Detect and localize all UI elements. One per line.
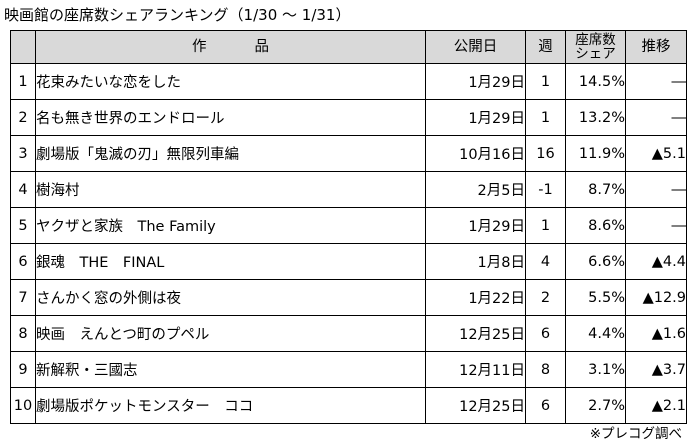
header-title-label: 作品	[192, 39, 317, 55]
week-cell: -1	[525, 171, 566, 208]
release-date-cell: 1月29日	[425, 99, 526, 136]
share-cell: 13.2%	[565, 99, 626, 136]
movie-title-cell: 名も無き世界のエンドロール	[35, 99, 426, 136]
movie-title-cell: 劇場版ポケットモンスター ココ	[35, 387, 426, 424]
movie-title-cell: 銀魂 THE FINAL	[35, 243, 426, 280]
trend-cell: ▲3.7	[625, 351, 687, 388]
week-cell: 2	[525, 279, 566, 316]
movie-title-cell: ヤクザと家族 The Family	[35, 207, 426, 244]
share-cell: 8.7%	[565, 171, 626, 208]
release-date-cell: 10月16日	[425, 135, 526, 172]
week-cell: 1	[525, 207, 566, 244]
share-cell: 11.9%	[565, 135, 626, 172]
trend-cell: ―	[625, 207, 687, 244]
table-row: 4 樹海村 2月5日 -1 8.7% ―	[10, 171, 687, 208]
week-cell: 6	[525, 387, 566, 424]
week-cell: 16	[525, 135, 566, 172]
share-cell: 14.5%	[565, 63, 626, 100]
trend-cell: ▲2.1	[625, 387, 687, 424]
trend-cell: ▲5.1	[625, 135, 687, 172]
header-share-line2: シェア	[575, 46, 616, 62]
header-share-line1: 座席数	[575, 32, 616, 48]
rank-cell: 1	[10, 63, 36, 100]
table-row: 10 劇場版ポケットモンスター ココ 12月25日 6 2.7% ▲2.1	[10, 387, 687, 424]
release-date-cell: 1月8日	[425, 243, 526, 280]
release-date-cell: 12月11日	[425, 351, 526, 388]
table-row: 5 ヤクザと家族 The Family 1月29日 1 8.6% ―	[10, 207, 687, 244]
rank-cell: 10	[10, 387, 36, 424]
release-date-cell: 1月29日	[425, 63, 526, 100]
release-date-cell: 1月29日	[425, 207, 526, 244]
trend-cell: ―	[625, 99, 687, 136]
rank-cell: 7	[10, 279, 36, 316]
share-cell: 6.6%	[565, 243, 626, 280]
week-cell: 4	[525, 243, 566, 280]
table-header-row: 作品 公開日 週 座席数 シェア 推移	[10, 30, 687, 64]
source-note: ※プレコグ調べ	[589, 426, 682, 442]
table-row: 7 さんかく窓の外側は夜 1月22日 2 5.5% ▲12.9	[10, 279, 687, 316]
movie-title-cell: 映画 えんとつ町のプペル	[35, 315, 426, 352]
table-row: 6 銀魂 THE FINAL 1月8日 4 6.6% ▲4.4	[10, 243, 687, 280]
table-row: 8 映画 えんとつ町のプペル 12月25日 6 4.4% ▲1.6	[10, 315, 687, 352]
rank-cell: 2	[10, 99, 36, 136]
movie-title-cell: 劇場版「鬼滅の刃」無限列車編	[35, 135, 426, 172]
share-cell: 2.7%	[565, 387, 626, 424]
rank-cell: 6	[10, 243, 36, 280]
header-trend: 推移	[625, 30, 687, 64]
movie-title-cell: さんかく窓の外側は夜	[35, 279, 426, 316]
release-date-cell: 12月25日	[425, 387, 526, 424]
trend-cell: ―	[625, 171, 687, 208]
release-date-cell: 1月22日	[425, 279, 526, 316]
header-title: 作品	[35, 30, 426, 64]
release-date-cell: 12月25日	[425, 315, 526, 352]
share-cell: 4.4%	[565, 315, 626, 352]
rank-cell: 3	[10, 135, 36, 172]
rank-cell: 9	[10, 351, 36, 388]
header-week: 週	[525, 30, 566, 64]
trend-cell: ▲4.4	[625, 243, 687, 280]
week-cell: 1	[525, 63, 566, 100]
rank-cell: 8	[10, 315, 36, 352]
header-share: 座席数 シェア	[565, 30, 626, 64]
trend-cell: ▲1.6	[625, 315, 687, 352]
release-date-cell: 2月5日	[425, 171, 526, 208]
rank-cell: 5	[10, 207, 36, 244]
share-cell: 5.5%	[565, 279, 626, 316]
share-cell: 8.6%	[565, 207, 626, 244]
week-cell: 6	[525, 315, 566, 352]
table-row: 9 新解釈・三國志 12月11日 8 3.1% ▲3.7	[10, 351, 687, 388]
table-row: 2 名も無き世界のエンドロール 1月29日 1 13.2% ―	[10, 99, 687, 136]
table-row: 3 劇場版「鬼滅の刃」無限列車編 10月16日 16 11.9% ▲5.1	[10, 135, 687, 172]
movie-title-cell: 花束みたいな恋をした	[35, 63, 426, 100]
table-row: 1 花束みたいな恋をした 1月29日 1 14.5% ―	[10, 63, 687, 100]
share-cell: 3.1%	[565, 351, 626, 388]
ranking-table: 作品 公開日 週 座席数 シェア 推移 1 花束みたいな恋をした 1月29日 1 …	[10, 30, 687, 424]
week-cell: 1	[525, 99, 566, 136]
movie-title-cell: 樹海村	[35, 171, 426, 208]
page-title: 映画館の座席数シェアランキング（1/30 ～ 1/31）	[4, 6, 351, 24]
rank-cell: 4	[10, 171, 36, 208]
header-release: 公開日	[425, 30, 526, 64]
week-cell: 8	[525, 351, 566, 388]
header-rank	[10, 30, 36, 64]
movie-title-cell: 新解釈・三國志	[35, 351, 426, 388]
trend-cell: ▲12.9	[625, 279, 687, 316]
trend-cell: ―	[625, 63, 687, 100]
